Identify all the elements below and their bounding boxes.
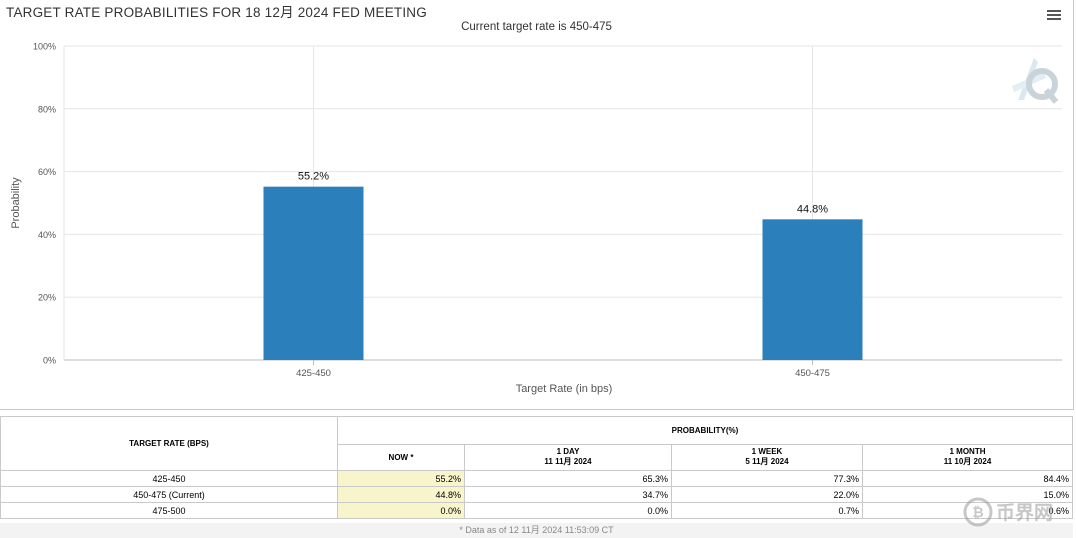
probability-header: PROBABILITY(%): [337, 416, 1073, 445]
y-tick-labels: 0% 20% 40% 60% 80% 100%: [33, 42, 56, 366]
value-cell: 34.7%: [464, 486, 672, 503]
y-tick-label: 40%: [38, 230, 56, 240]
grid-layer: [63, 45, 1062, 361]
y-tick-label: 60%: [38, 167, 56, 177]
bar-425-450[interactable]: [263, 186, 364, 360]
rate-cell: 425-450: [0, 470, 338, 487]
rate-header: TARGET RATE (BPS): [0, 416, 338, 471]
x-axis-label: Target Rate (in bps): [516, 383, 613, 395]
value-cell: 65.3%: [464, 470, 672, 487]
probability-table: TARGET RATE (BPS) PROBABILITY(%) NOW * 1…: [0, 416, 1073, 519]
col-header-1-day: 1 DAY 11 11月 2024: [464, 443, 672, 471]
col-header-1-month: 1 MONTH 11 10月 2024: [862, 443, 1073, 471]
rate-cell: 475-500: [0, 502, 338, 519]
col-header-1-week: 1 WEEK 5 11月 2024: [671, 443, 863, 471]
table-row: 450-475 (Current) 44.8% 34.7% 22.0% 15.0…: [0, 486, 1073, 503]
brand-watermark: ₿ 币界网: [963, 497, 1053, 527]
chart-panel: 0% 20% 40% 60% 80% 100% 55.2% 44.8% 425-450 450…: [0, 0, 1074, 410]
value-cell-now: 0.0%: [337, 502, 465, 519]
data-label: 55.2%: [298, 171, 329, 183]
q-logo-icon: [1012, 58, 1059, 104]
data-labels: 55.2% 44.8%: [298, 171, 828, 216]
value-cell: 0.0%: [464, 502, 672, 519]
svg-text:₿: ₿: [972, 505, 983, 521]
bar-chart: 0% 20% 40% 60% 80% 100% 55.2% 44.8% 425-450 450…: [10, 42, 1062, 395]
rate-cell: 450-475 (Current): [0, 486, 338, 503]
x-tick-label: 425-450: [296, 368, 331, 379]
chart-title: TARGET RATE PROBABILITIES FOR 18 12月 202…: [6, 5, 427, 20]
y-tick-label: 20%: [38, 293, 56, 303]
y-axis-label: Probability: [10, 177, 22, 229]
value-cell: 84.4%: [862, 470, 1073, 487]
x-tick-labels: 425-450 450-475: [296, 360, 830, 379]
y-tick-label: 0%: [43, 356, 56, 366]
value-cell: 77.3%: [671, 470, 863, 487]
bars: [263, 186, 863, 360]
bitcoin-circle-icon: ₿: [963, 497, 993, 527]
chart-subtitle: Current target rate is 450-475: [461, 21, 612, 33]
value-cell-now: 44.8%: [337, 486, 465, 503]
bar-450-475[interactable]: [762, 219, 863, 360]
y-tick-label: 100%: [33, 42, 56, 52]
value-cell: 0.7%: [671, 502, 863, 519]
data-label: 44.8%: [797, 203, 828, 215]
brand-text: 币界网: [996, 502, 1053, 524]
value-cell: 22.0%: [671, 486, 863, 503]
y-tick-label: 80%: [38, 104, 56, 114]
data-timestamp-note: * Data as of 12 11月 2024 11:53:09 CT: [0, 523, 1073, 538]
col-header-now: NOW *: [337, 443, 465, 471]
table-row: 425-450 55.2% 65.3% 77.3% 84.4%: [0, 470, 1073, 487]
value-cell-now: 55.2%: [337, 470, 465, 487]
table-row: 475-500 0.0% 0.0% 0.7% 0.6%: [0, 502, 1073, 519]
hamburger-menu-icon[interactable]: [1045, 8, 1063, 24]
x-tick-label: 450-475: [795, 368, 830, 379]
